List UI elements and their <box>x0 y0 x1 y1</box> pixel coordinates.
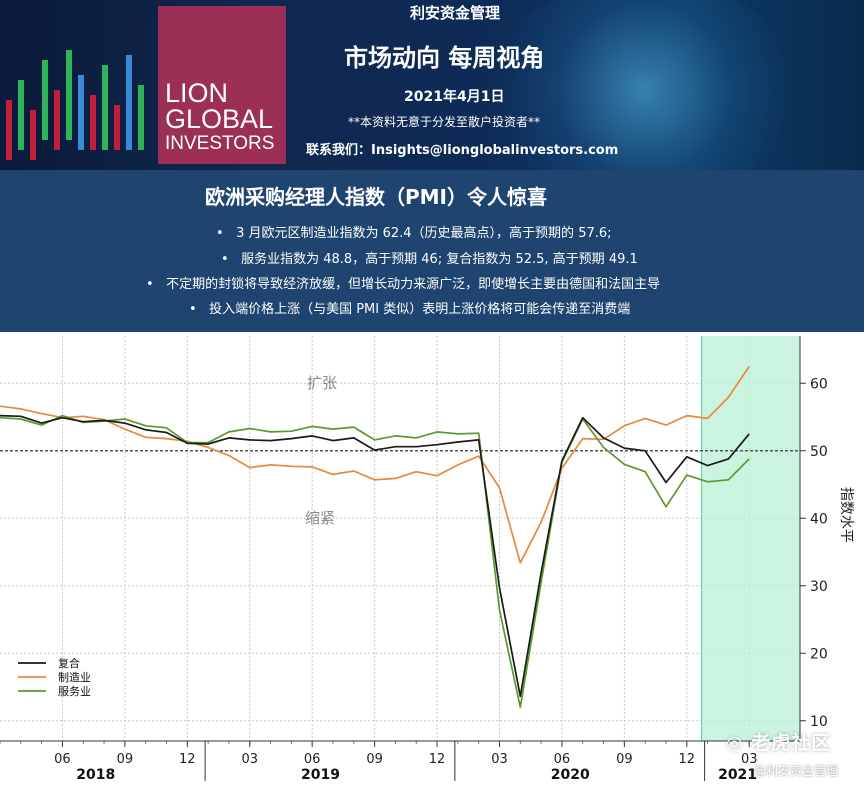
bullet-1: • 3 月欧元区制造业指数为 62.4（历史最高点），高于预期的 57.6; <box>216 226 612 241</box>
y-tick-label: 30 <box>810 579 828 595</box>
x-tick-label: 09 <box>117 752 134 767</box>
bullet-3-text: 不定期的封锁将导致经济放缓，但增长动力来源广泛，即使增长主要由德国和法国主导 <box>166 277 661 292</box>
y-tick-label: 10 <box>810 714 828 730</box>
bullet-4: • 投入端价格上涨（与美国 PMI 类似）表明上涨价格将可能会传递至消费端 <box>189 302 631 317</box>
lion-global-logo: LION GLOBAL INVESTORS <box>158 6 286 164</box>
year-label: 2020 <box>551 767 590 783</box>
headline-title: 欧洲采购经理人指数（PMI）令人惊喜 <box>205 185 548 209</box>
banner-title: 市场动向 每周视角 <box>344 44 545 72</box>
y-tick-label: 50 <box>810 444 828 460</box>
report-date: 2021年4月1日 <box>404 89 505 105</box>
watermark-sub: @利安资金管理 <box>754 764 839 778</box>
annotation-expansion: 扩张 <box>307 374 337 392</box>
bullet-4-text: 投入端价格上涨（与美国 PMI 类似）表明上涨价格将可能会传递至消费端 <box>209 302 631 317</box>
x-tick-label: 06 <box>304 752 321 767</box>
banner-globe-glow <box>484 0 804 170</box>
y-tick-label: 40 <box>810 511 828 527</box>
x-tick-label: 06 <box>54 752 71 767</box>
y-tick-label: 60 <box>810 376 828 392</box>
x-tick-label: 12 <box>179 752 196 767</box>
header-banner: LION GLOBAL INVESTORS 利安资金管理 市场动向 每周视角 2… <box>0 0 864 170</box>
series-line-services <box>0 414 750 709</box>
pmi-line-chart: 06 09 12 03 06 09 12 03 06 09 12 03 2018 2019 2020 2021… <box>0 334 864 791</box>
legend-label: 服务业 <box>58 685 91 698</box>
year-label: 2019 <box>301 767 340 783</box>
brand-name: 利安资金管理 <box>410 4 501 22</box>
x-tick-label: 12 <box>429 752 446 767</box>
y-axis-title: 指数水平 <box>838 487 854 543</box>
series-line-manufacturing <box>0 365 750 564</box>
headline-section: 欧洲采购经理人指数（PMI）令人惊喜 • 3 月欧元区制造业指数为 62.4（历… <box>0 170 864 332</box>
year-label: 2018 <box>76 767 115 783</box>
disclaimer: **本资料无意于分发至散户投资者** <box>348 115 541 129</box>
contact-info: 联系我们：Insights@lionglobalinvestors.com <box>306 143 619 158</box>
x-tick-label: 09 <box>616 752 633 767</box>
x-tick-label: 09 <box>366 752 383 767</box>
x-tick-label: 12 <box>679 752 696 767</box>
bullet-2: • 服务业指数为 48.8，高于预期 46; 复合指数为 52.5, 高于预期 … <box>221 252 638 267</box>
year-label: 2021 <box>718 767 757 783</box>
bullet-2-text: 服务业指数为 48.8，高于预期 46; 复合指数为 52.5, 高于预期 49… <box>241 252 638 267</box>
x-tick-label: 06 <box>554 752 571 767</box>
y-tick-label: 20 <box>810 646 828 662</box>
watermark: ◎ 老虎社区 <box>726 732 832 754</box>
logo-line-1: LION <box>165 78 229 108</box>
legend-label: 复合 <box>58 656 80 670</box>
logo-line-3: INVESTORS <box>165 133 275 154</box>
annotation-contraction: 缩紧 <box>305 509 335 527</box>
banner-candlestick-graphic <box>6 50 144 160</box>
bullet-3: • 不定期的封锁将导致经济放缓，但增长动力来源广泛，即使增长主要由德国和法国主导 <box>146 277 661 292</box>
x-tick-label: 03 <box>491 752 508 767</box>
logo-line-2: GLOBAL <box>165 104 274 134</box>
legend-label: 制造业 <box>58 670 91 684</box>
highlight-band <box>701 336 800 741</box>
bullet-1-text: 3 月欧元区制造业指数为 62.4（历史最高点），高于预期的 57.6; <box>236 226 612 241</box>
x-tick-label: 03 <box>741 752 758 767</box>
x-tick-label: 03 <box>241 752 258 767</box>
series-line-composite <box>0 414 750 698</box>
